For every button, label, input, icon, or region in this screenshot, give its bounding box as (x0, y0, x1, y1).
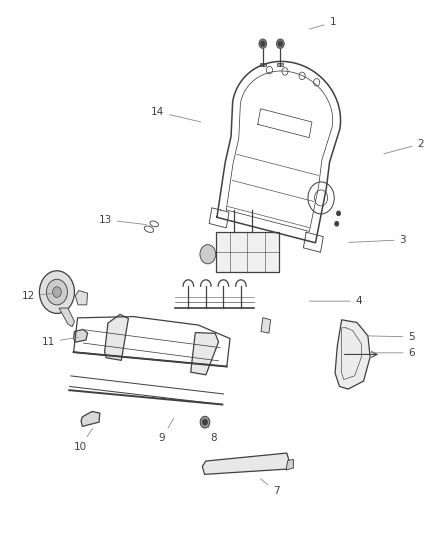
Circle shape (337, 211, 340, 215)
Circle shape (200, 416, 210, 428)
Circle shape (279, 42, 282, 46)
Text: 2: 2 (384, 139, 424, 154)
Circle shape (335, 222, 339, 226)
Circle shape (276, 39, 284, 49)
Polygon shape (215, 231, 279, 271)
Polygon shape (59, 308, 74, 327)
Polygon shape (202, 453, 289, 474)
Polygon shape (105, 314, 128, 360)
Text: 6: 6 (371, 348, 415, 358)
Text: 10: 10 (74, 429, 92, 451)
Circle shape (261, 42, 265, 46)
Polygon shape (335, 320, 370, 389)
Text: 14: 14 (151, 107, 201, 122)
Circle shape (259, 39, 267, 49)
Polygon shape (261, 318, 271, 333)
Text: 13: 13 (99, 215, 146, 224)
Text: 11: 11 (42, 337, 78, 347)
Circle shape (200, 245, 215, 264)
Polygon shape (277, 63, 283, 66)
Text: 4: 4 (309, 296, 363, 306)
Text: 7: 7 (261, 479, 279, 496)
Text: 3: 3 (349, 235, 406, 245)
Text: 12: 12 (22, 291, 54, 301)
Polygon shape (191, 333, 219, 375)
Polygon shape (81, 411, 100, 426)
Circle shape (46, 279, 67, 305)
Polygon shape (74, 329, 88, 342)
Text: 1: 1 (309, 18, 336, 29)
Text: 9: 9 (159, 418, 174, 443)
Text: 5: 5 (366, 332, 415, 342)
Text: 8: 8 (208, 426, 217, 443)
Circle shape (39, 271, 74, 313)
Polygon shape (260, 63, 266, 66)
Circle shape (203, 419, 207, 425)
Polygon shape (286, 459, 293, 470)
Polygon shape (75, 290, 88, 305)
Circle shape (53, 287, 61, 297)
